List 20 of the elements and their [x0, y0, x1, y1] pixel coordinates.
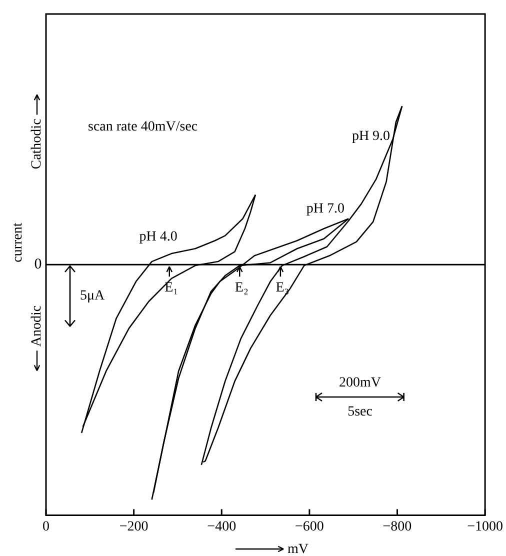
x-tick-label: −800 — [382, 519, 412, 534]
annotation: 200mV — [339, 376, 381, 391]
x-tick-label: −400 — [207, 519, 236, 534]
annotation: E₂ — [234, 280, 248, 296]
series-label: pH 7.0 — [306, 201, 345, 216]
x-tick-label: 0 — [42, 519, 50, 534]
x-tick-label: −200 — [119, 519, 148, 534]
series-label: pH 4.0 — [139, 229, 178, 244]
text: Anodic — [30, 305, 45, 347]
x-tick-label: −600 — [294, 519, 324, 534]
annotation: 5μA — [80, 288, 106, 304]
ref-line-label: 0 — [34, 256, 42, 273]
y-axis-title: current — [10, 222, 26, 262]
annotation: scan rate 40mV/sec — [88, 120, 198, 135]
annotation: E₃ — [276, 280, 290, 296]
series-label: pH 9.0 — [352, 128, 390, 144]
x-axis-title: mV — [288, 542, 309, 556]
x-tick-label: −1000 — [467, 519, 504, 534]
text: Cathodic — [30, 118, 45, 170]
annotation: 5sec — [348, 404, 372, 420]
